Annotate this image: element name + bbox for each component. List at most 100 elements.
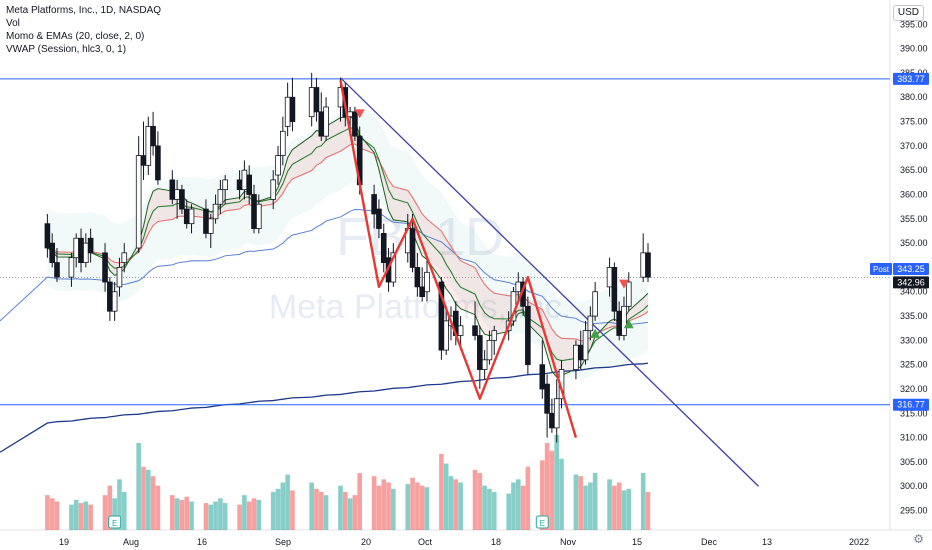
candle-body [308,87,315,118]
candle-body [102,252,108,283]
volume-bar [280,482,286,530]
volume-bar [410,477,415,530]
y-tick-label: 375.00 [900,117,928,127]
volume-bar [285,474,290,530]
candle-body [111,291,118,312]
volume-bar [386,482,391,530]
ema-slow-line [47,143,649,342]
trendline [340,77,759,487]
candle-body [241,169,248,191]
x-tick-label: 15 [632,537,642,547]
symbol-title[interactable]: Meta Platforms, Inc., 1D, NASDAQ [6,5,162,16]
price-label-box [893,262,929,275]
volume-bar [150,476,156,530]
volume-bar [544,442,550,530]
volume-bar [69,504,74,530]
indicator-vwap[interactable]: VWAP (Session, hlc3, 0, 1) [6,44,127,55]
y-tick-label: 395.00 [900,19,928,29]
candle-body [54,262,60,278]
candle-body [150,126,156,147]
candle-body [582,330,589,361]
candle-body [251,194,257,229]
volume-bar [559,458,564,530]
volume-bar [318,492,324,530]
volume-bar [506,493,511,530]
candle-body [539,364,546,390]
volume-bar [155,485,161,530]
candle-body [544,383,550,414]
volume-bar [121,492,127,530]
vwap-mid-line [0,209,649,326]
candle-body [107,281,113,312]
volume-bar [73,499,79,530]
volume-bar [583,485,588,530]
volume-bar [352,495,358,530]
volume-bar [482,485,487,530]
candle-body [616,310,622,336]
earnings-marker-label: E [540,519,545,528]
volume-bar [88,504,93,530]
candle-body [419,286,425,298]
volume-bar [270,492,276,530]
volume-bar [357,473,363,530]
volume-bar [515,479,521,530]
candle-body [280,130,286,156]
volume-bar [141,466,146,530]
candle-body [217,189,224,205]
candle-body [438,281,445,351]
volume-bar [338,485,343,530]
candle-body [486,339,493,361]
y-tick-label: 305.00 [900,457,928,467]
candle-body [409,228,416,268]
volume-bar [184,496,190,530]
volume-bar [621,490,627,530]
price-label-text: 342.96 [897,277,925,287]
volume-bar [54,501,60,530]
candle-body [371,194,377,215]
volume-bar [323,495,329,530]
candle-body [323,106,329,137]
y-tick-label: 320.00 [900,384,928,394]
volume-bar [256,499,262,530]
volume-bar [309,482,314,530]
ema-band [47,116,648,378]
volume-bar [314,488,319,530]
volume-bar [189,501,194,530]
y-tick-label: 355.00 [900,214,928,224]
post-tag-text: Post [873,265,890,274]
volume-bar [419,485,425,530]
candle-body [246,174,252,195]
candle-body [284,96,291,127]
y-tick-label: 390.00 [900,44,928,54]
candle-body [549,412,555,429]
price-label-box [893,398,929,411]
volume-bar [439,454,444,530]
volume-bar [520,485,526,530]
x-tick-label: 19 [59,537,69,547]
candle-body [212,203,219,220]
candle-body [203,208,209,234]
candle-body [49,242,55,263]
candle-body [155,145,161,181]
volume-bar [275,488,281,530]
candle-body [477,335,483,370]
volume-bar [136,442,141,530]
currency-button[interactable]: USD [892,5,924,21]
volume-bar [83,501,89,530]
indicator-momo-emas[interactable]: Momo & EMAs (20, close, 2, 0) [6,31,145,42]
volume-bar [213,501,218,530]
volume-bar [645,492,651,530]
volume-bar [424,487,430,530]
x-tick-label: Dec [701,537,718,547]
candle-body [169,179,176,200]
volume-bar [549,450,555,530]
volume-bar [174,498,180,530]
volume-bar [251,498,257,530]
gear-icon[interactable]: ⚙ [913,532,924,546]
indicator-vol[interactable]: Vol [6,18,20,29]
volume-bar [78,503,84,530]
candle-body [443,320,449,351]
candle-body [347,111,353,118]
